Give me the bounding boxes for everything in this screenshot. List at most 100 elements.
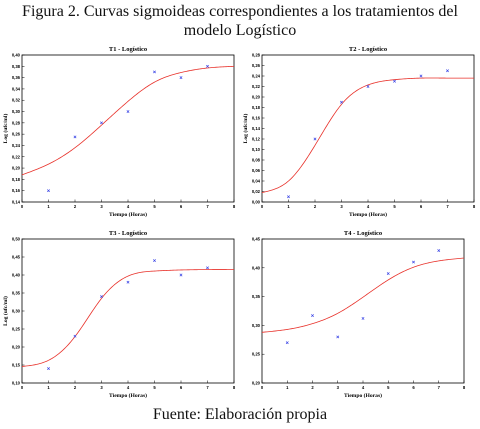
x-tick-label: 5	[393, 204, 396, 209]
data-point	[386, 272, 390, 276]
data-point-stroke	[179, 273, 183, 277]
y-tick-label: 0,14	[252, 126, 261, 131]
data-point-stroke	[153, 70, 156, 74]
x-tick-label: 7	[206, 385, 209, 390]
y-tick-label: 0,10	[252, 147, 261, 152]
data-point	[73, 334, 77, 338]
x-tick-label: 6	[180, 385, 183, 390]
y-axis-label: Log (ufc/ml)	[2, 296, 9, 326]
y-tick-label: 0,26	[252, 63, 261, 68]
data-point-stroke	[287, 195, 290, 199]
data-point-stroke	[153, 259, 156, 263]
fitted-curve	[261, 257, 465, 333]
x-tick-label: 1	[47, 385, 50, 390]
data-point	[361, 317, 365, 320]
y-tick-label: 0,45	[252, 237, 261, 242]
x-tick-label: 7	[438, 385, 441, 390]
y-tick-label: 0,30	[252, 323, 261, 328]
x-tick-label: 1	[47, 204, 50, 209]
y-tick-label: 0,20	[12, 166, 21, 171]
plot-frame	[21, 54, 235, 203]
x-tick-label: 0	[21, 385, 24, 390]
data-point	[285, 341, 289, 345]
y-tick-label: 0,36	[12, 75, 21, 80]
y-tick-label: 0,40	[12, 53, 21, 58]
x-tick-label: 6	[420, 204, 423, 209]
y-tick-label: 0,22	[252, 84, 261, 89]
y-tick-label: 0,35	[252, 294, 261, 299]
chart-panel-2: T2 - Logístico 0 1 2 3 4 5 6 7 8 0,00 0,02 0,04 0,06 0…	[242, 46, 476, 218]
y-tick-label: 0,12	[252, 137, 261, 142]
data-point	[126, 110, 130, 113]
y-tick-label: 0,04	[252, 179, 261, 184]
y-tick-label: 0,40	[12, 273, 21, 278]
data-point	[437, 249, 441, 252]
data-point-stroke	[206, 64, 209, 68]
y-tick-label: 0,14	[12, 200, 21, 205]
plot-frame	[261, 54, 475, 203]
chart-title: T2 - Logístico	[349, 46, 387, 53]
data-point-stroke	[412, 260, 415, 264]
chart-panel-3: T3 - Logístico 0 1 2 3 4 5 6 7 8 0,10 0,15 0,20 0,25 0…	[2, 230, 236, 399]
data-point-stroke	[366, 85, 370, 88]
x-tick-label: 4	[362, 385, 365, 390]
data-point	[393, 79, 396, 83]
data-point	[206, 64, 209, 68]
figure-caption: Figura 2. Curvas sigmoideas correspondie…	[0, 2, 480, 40]
y-tick-label: 0,16	[12, 188, 21, 193]
x-tick-label: 2	[74, 204, 77, 209]
y-tick-label: 0,38	[12, 64, 21, 69]
x-tick-label: 2	[314, 204, 317, 209]
data-point-stroke	[73, 135, 77, 139]
data-point	[47, 367, 50, 371]
x-tick-label: 6	[180, 204, 183, 209]
y-tick-label: 0,25	[252, 352, 261, 357]
data-point-stroke	[311, 314, 314, 318]
x-tick-label: 8	[463, 385, 466, 390]
y-tick-label: 0,16	[252, 116, 261, 121]
data-point-stroke	[336, 335, 340, 339]
data-point-stroke	[206, 266, 209, 270]
data-point	[206, 266, 209, 270]
source-caption-text: Fuente: Elaboración propia	[152, 406, 328, 423]
data-point-stroke	[100, 295, 103, 299]
x-tick-label: 7	[206, 204, 209, 209]
y-tick-label: 0,35	[12, 291, 21, 296]
y-tick-label: 0,10	[12, 381, 21, 386]
x-tick-label: 5	[153, 385, 156, 390]
fitted-curve	[21, 65, 235, 176]
x-axis-label: Tiempo (Horas)	[109, 211, 147, 218]
data-point	[73, 135, 77, 139]
y-tick-label: 0,30	[12, 109, 21, 114]
y-tick-label: 0,15	[12, 363, 21, 368]
data-point	[126, 280, 130, 284]
data-point	[336, 335, 340, 339]
x-tick-label: 7	[446, 204, 449, 209]
y-tick-label: 0,20	[12, 345, 21, 350]
x-tick-label: 3	[100, 385, 103, 390]
data-point-stroke	[393, 79, 396, 83]
data-point-stroke	[126, 280, 130, 284]
data-point	[179, 273, 183, 277]
data-point-stroke	[313, 137, 317, 141]
data-point-stroke	[47, 189, 50, 193]
y-tick-label: 0,24	[12, 143, 21, 148]
x-tick-label: 8	[473, 204, 476, 209]
data-point-stroke	[419, 74, 423, 78]
y-tick-label: 0,24	[252, 74, 261, 79]
plot-frame	[21, 238, 235, 384]
x-tick-label: 5	[153, 204, 156, 209]
data-point	[153, 70, 156, 74]
y-axis-label: Log (ufc/ml)	[2, 114, 9, 144]
data-point	[47, 189, 50, 193]
x-tick-label: 0	[261, 385, 264, 390]
fitted-curve	[21, 269, 234, 367]
y-tick-label: 0,32	[12, 98, 21, 103]
y-tick-label: 0,22	[12, 154, 21, 159]
y-tick-label: 0,08	[252, 158, 261, 163]
x-tick-label: 3	[340, 204, 343, 209]
x-tick-label: 2	[74, 385, 77, 390]
data-point	[153, 259, 156, 263]
y-tick-label: 0,28	[252, 53, 261, 58]
